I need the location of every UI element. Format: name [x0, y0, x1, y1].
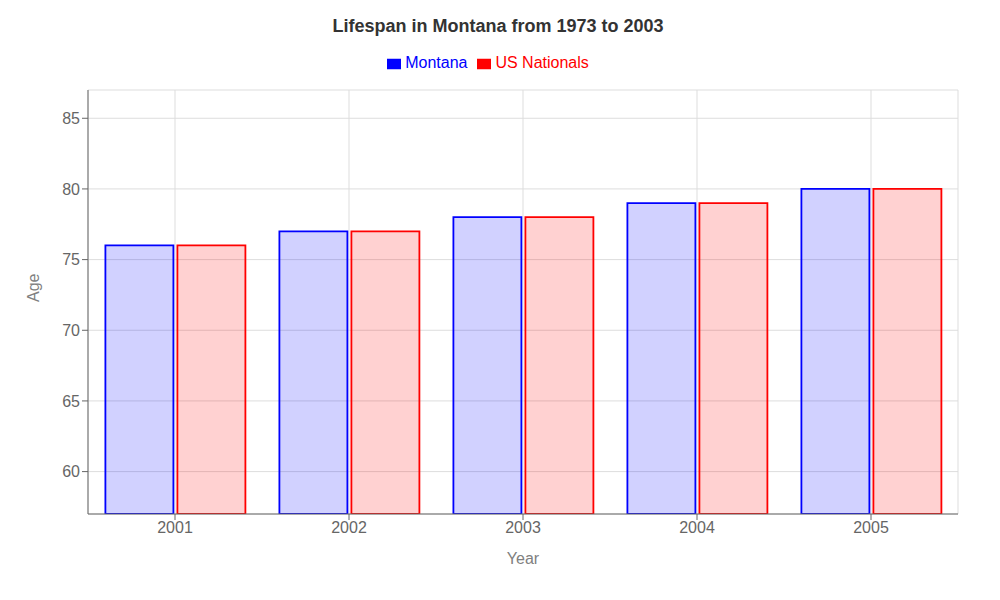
svg-text:80: 80: [62, 181, 80, 198]
html-text:Lifespan in Montana from 1973: Lifespan in Montana from 1973 to 2003: [332, 16, 664, 36]
html-text:Montana: Montana: [405, 54, 468, 71]
html-text:US Nationals: US Nationals: [495, 54, 589, 71]
svg-text:2004: 2004: [679, 519, 715, 536]
svg-text:85: 85: [62, 110, 80, 127]
svg-text:60: 60: [62, 463, 80, 480]
svg-text:2003: 2003: [505, 519, 541, 536]
svg-text:Year: Year: [507, 550, 540, 567]
svg-text:65: 65: [62, 393, 80, 410]
svg-text:75: 75: [62, 251, 80, 268]
svg-text:2001: 2001: [157, 519, 193, 536]
svg-text:Age: Age: [25, 273, 42, 302]
svg-text:2002: 2002: [331, 519, 367, 536]
svg-text:2005: 2005: [853, 519, 889, 536]
svg-text:70: 70: [62, 322, 80, 339]
